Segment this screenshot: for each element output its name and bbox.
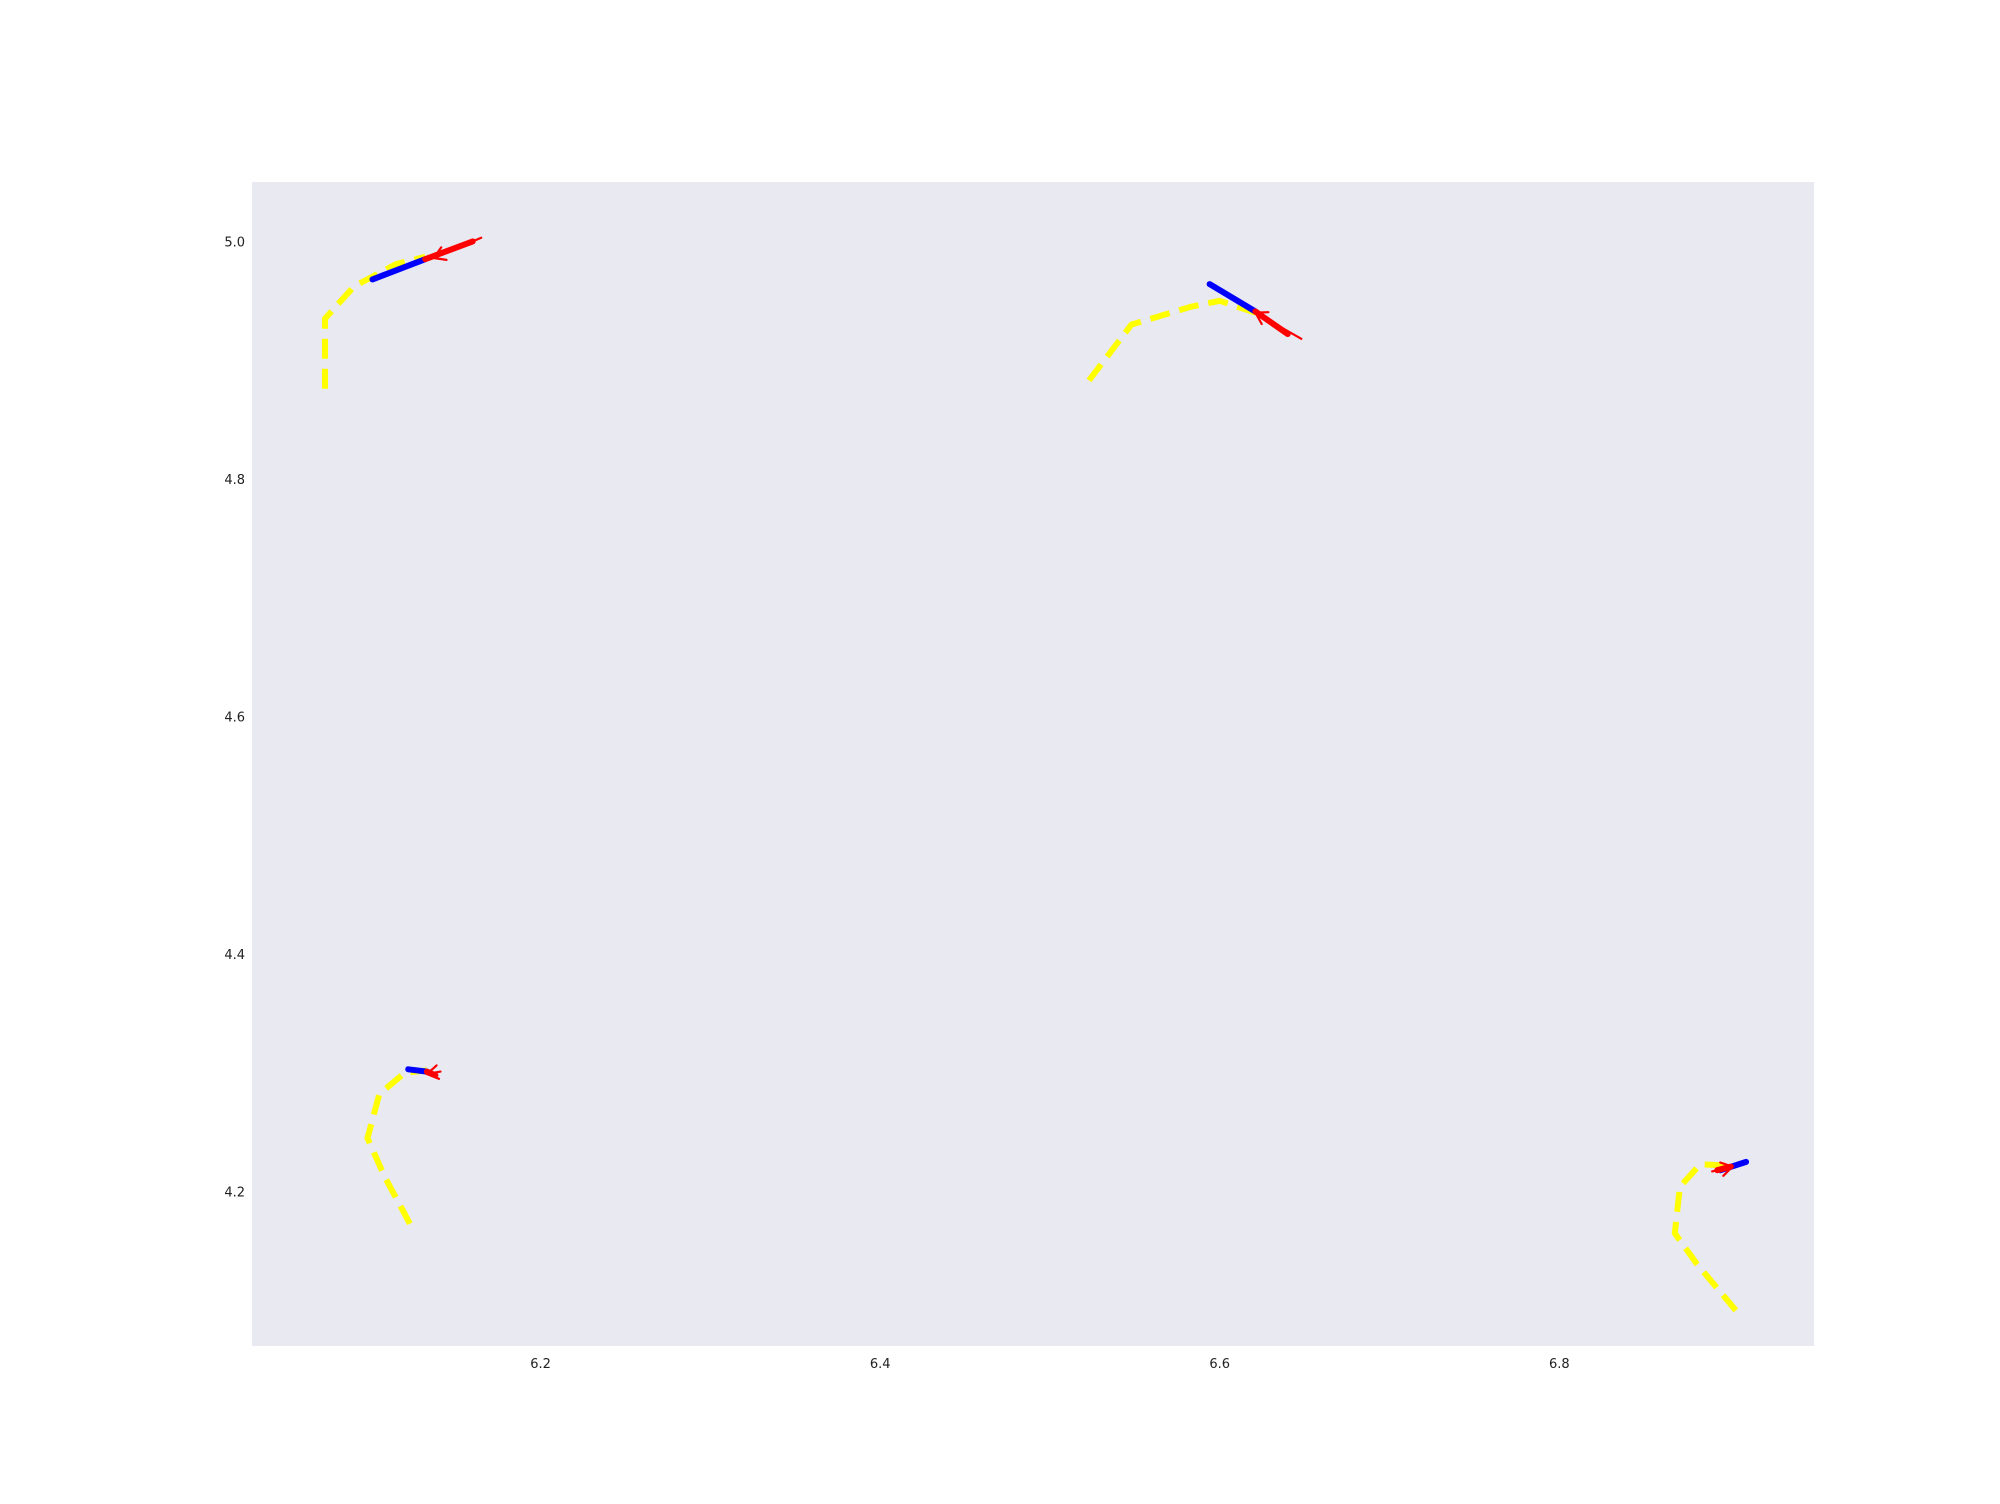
- y-tick-label: 4.8: [224, 473, 245, 488]
- y-tick-label: 5.0: [224, 235, 245, 250]
- plot-area: [252, 182, 1814, 1346]
- x-axis-ticks: 6.2 6.4 6.6 6.8: [530, 1357, 1569, 1372]
- direction-arrow-icon: [1253, 311, 1303, 340]
- y-axis-ticks: 4.2 4.4 4.6 4.8 5.0: [224, 235, 245, 1200]
- trajectory-group-1: [322, 236, 483, 389]
- y-tick-label: 4.2: [224, 1186, 245, 1201]
- history-segment-line: [369, 256, 429, 283]
- history-segment-line: [405, 1066, 430, 1075]
- trajectory-group-2: [1086, 281, 1303, 383]
- direction-arrow-icon: [1711, 1161, 1735, 1177]
- predicted-path-line: [364, 1067, 428, 1226]
- direction-arrow-icon: [424, 1064, 442, 1080]
- trajectory-series: [322, 236, 1750, 1313]
- history-segment-line: [1206, 281, 1259, 315]
- trajectory-group-4: [1671, 1158, 1750, 1313]
- x-tick-label: 6.8: [1549, 1357, 1570, 1372]
- x-tick-label: 6.2: [530, 1357, 551, 1372]
- predicted-path-line: [1671, 1161, 1739, 1313]
- y-tick-label: 4.4: [224, 948, 245, 963]
- predicted-path-line: [322, 253, 426, 389]
- x-tick-label: 6.4: [870, 1357, 891, 1372]
- x-tick-label: 6.6: [1209, 1357, 1230, 1372]
- direction-arrow-icon: [431, 236, 483, 261]
- y-tick-label: 4.6: [224, 710, 245, 725]
- trajectory-group-3: [364, 1064, 442, 1226]
- predicted-path-line: [1086, 297, 1257, 383]
